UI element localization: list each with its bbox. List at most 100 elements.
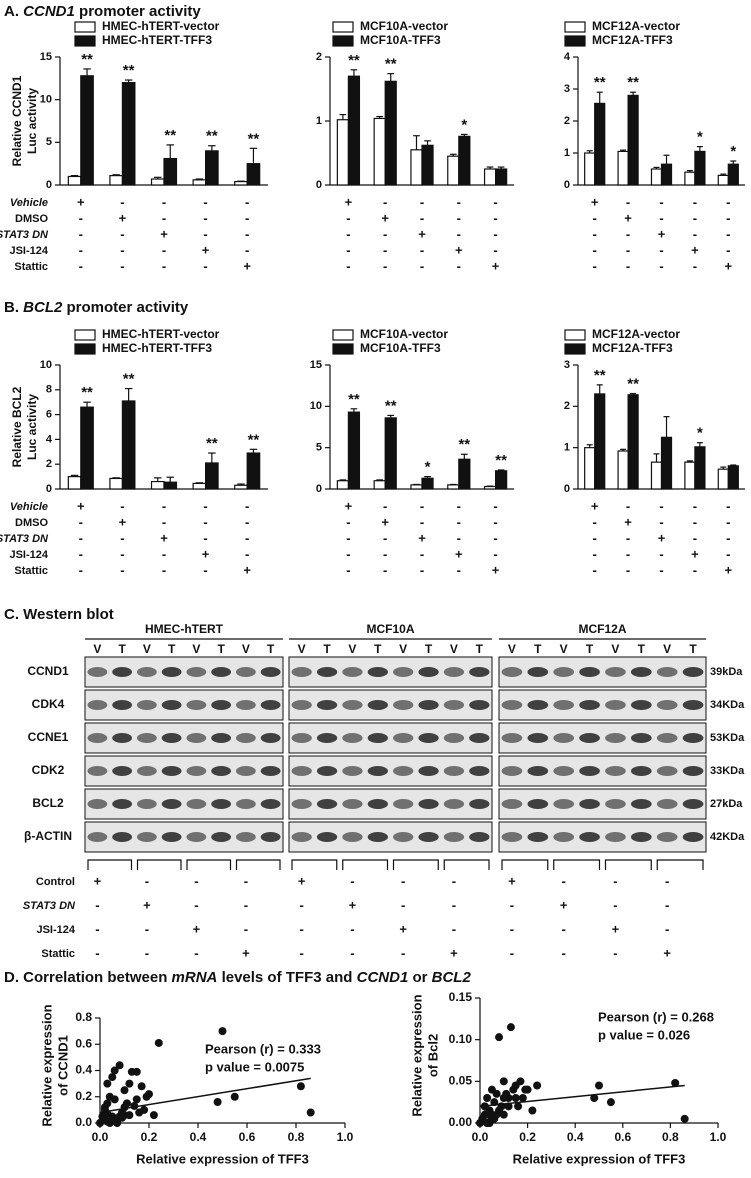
lane-label: T xyxy=(217,642,225,656)
bar xyxy=(584,152,596,186)
treatment-sign: - xyxy=(493,546,497,561)
band xyxy=(186,733,207,743)
treatment-sign: - xyxy=(457,210,461,225)
band xyxy=(342,832,363,842)
treatment-sign: - xyxy=(659,194,663,209)
y-tick-label: 2 xyxy=(46,458,52,470)
band xyxy=(342,733,363,743)
treatment-sign: - xyxy=(726,194,730,209)
bar xyxy=(684,461,696,490)
point xyxy=(671,1079,680,1087)
y-tick-label: 0.05 xyxy=(449,1074,473,1088)
title-part: levels of TFF3 and xyxy=(222,969,353,986)
lane-bracket xyxy=(392,859,439,870)
treatment-sign: - xyxy=(659,562,663,577)
band xyxy=(342,700,363,710)
bar xyxy=(192,179,207,186)
point xyxy=(100,1103,109,1112)
band xyxy=(501,667,523,677)
y-axis-label: of Bcl2 xyxy=(425,1034,440,1077)
lane-bracket xyxy=(87,859,133,870)
error-bar xyxy=(630,392,637,395)
x-tick-label: 0.2 xyxy=(141,1130,158,1144)
point xyxy=(595,1081,603,1090)
band xyxy=(393,832,414,842)
band xyxy=(656,700,678,710)
treatment-sign: - xyxy=(693,530,697,545)
treatment-sign: - xyxy=(244,897,248,912)
treatment-sign: - xyxy=(79,226,83,241)
treatment-sign: - xyxy=(346,514,350,529)
error-bar xyxy=(350,408,358,413)
band xyxy=(553,799,575,809)
y-axis-label: Relative BCL2 xyxy=(10,386,24,467)
point xyxy=(533,1081,542,1090)
treatment-sign: - xyxy=(726,498,730,513)
bar xyxy=(163,481,178,490)
point xyxy=(218,1027,227,1036)
treatment-sign: - xyxy=(457,194,461,209)
treatment-sign: - xyxy=(120,242,124,257)
treatment-sign: + xyxy=(160,226,168,241)
band xyxy=(418,667,439,677)
treatment-label: Stattic xyxy=(14,565,48,577)
band xyxy=(235,700,256,710)
treatment-sign: - xyxy=(95,921,99,936)
protein-label: CCND1 xyxy=(27,664,69,678)
treatment-sign: - xyxy=(162,210,166,225)
lane-label: T xyxy=(374,642,382,656)
treatment-sign: + xyxy=(193,921,201,936)
band xyxy=(367,799,388,809)
error-bar xyxy=(696,146,703,152)
y-tick-label: 2 xyxy=(316,51,322,63)
error-bar xyxy=(195,178,204,180)
band xyxy=(136,766,157,776)
treatment-label: DMSO xyxy=(15,517,48,529)
band xyxy=(112,733,133,743)
title-part: Correlation between xyxy=(23,969,167,986)
treatment-sign: - xyxy=(245,546,249,561)
treatment-sign: + xyxy=(94,873,102,888)
band xyxy=(682,700,704,710)
treatment-sign: + xyxy=(492,562,500,577)
error-bar xyxy=(730,464,737,466)
band xyxy=(501,799,523,809)
band xyxy=(443,733,465,743)
treatment-label: JSI-124 xyxy=(36,924,75,936)
treatment-sign: - xyxy=(562,945,566,960)
point xyxy=(230,1092,239,1101)
point xyxy=(140,1105,149,1114)
point xyxy=(521,1085,530,1094)
treatment-sign: - xyxy=(493,194,497,209)
treatment-sign: - xyxy=(401,945,405,960)
title-part: D. xyxy=(4,969,19,986)
treatment-sign: - xyxy=(659,258,663,273)
legend-label: MCF12A-TFF3 xyxy=(592,33,673,47)
error-bar xyxy=(630,91,637,96)
error-bar xyxy=(112,477,120,479)
treatment-sign: - xyxy=(659,546,663,561)
y-tick-label: 0 xyxy=(564,179,570,191)
treatment-sign: - xyxy=(726,242,730,257)
band xyxy=(630,733,652,743)
band xyxy=(112,667,133,677)
band xyxy=(87,766,108,776)
y-tick-label: 4 xyxy=(46,433,53,445)
band xyxy=(291,733,312,743)
lane-label: T xyxy=(586,642,594,656)
x-tick-label: 0.0 xyxy=(472,1130,489,1144)
band xyxy=(211,667,232,677)
y-tick-label: 8 xyxy=(46,384,52,396)
error-bar xyxy=(339,113,347,120)
significance: * xyxy=(461,116,467,133)
error-bar xyxy=(720,173,727,176)
treatment-sign: - xyxy=(120,530,124,545)
legend-swatch xyxy=(332,35,354,47)
blot-group: MCF12A xyxy=(578,622,626,636)
title-part: CCND1 xyxy=(23,3,75,20)
lane-bracket xyxy=(443,859,490,870)
significance: ** xyxy=(594,367,606,384)
treatment-sign: - xyxy=(346,530,350,545)
legend-swatch xyxy=(332,21,354,33)
bar xyxy=(447,155,460,186)
